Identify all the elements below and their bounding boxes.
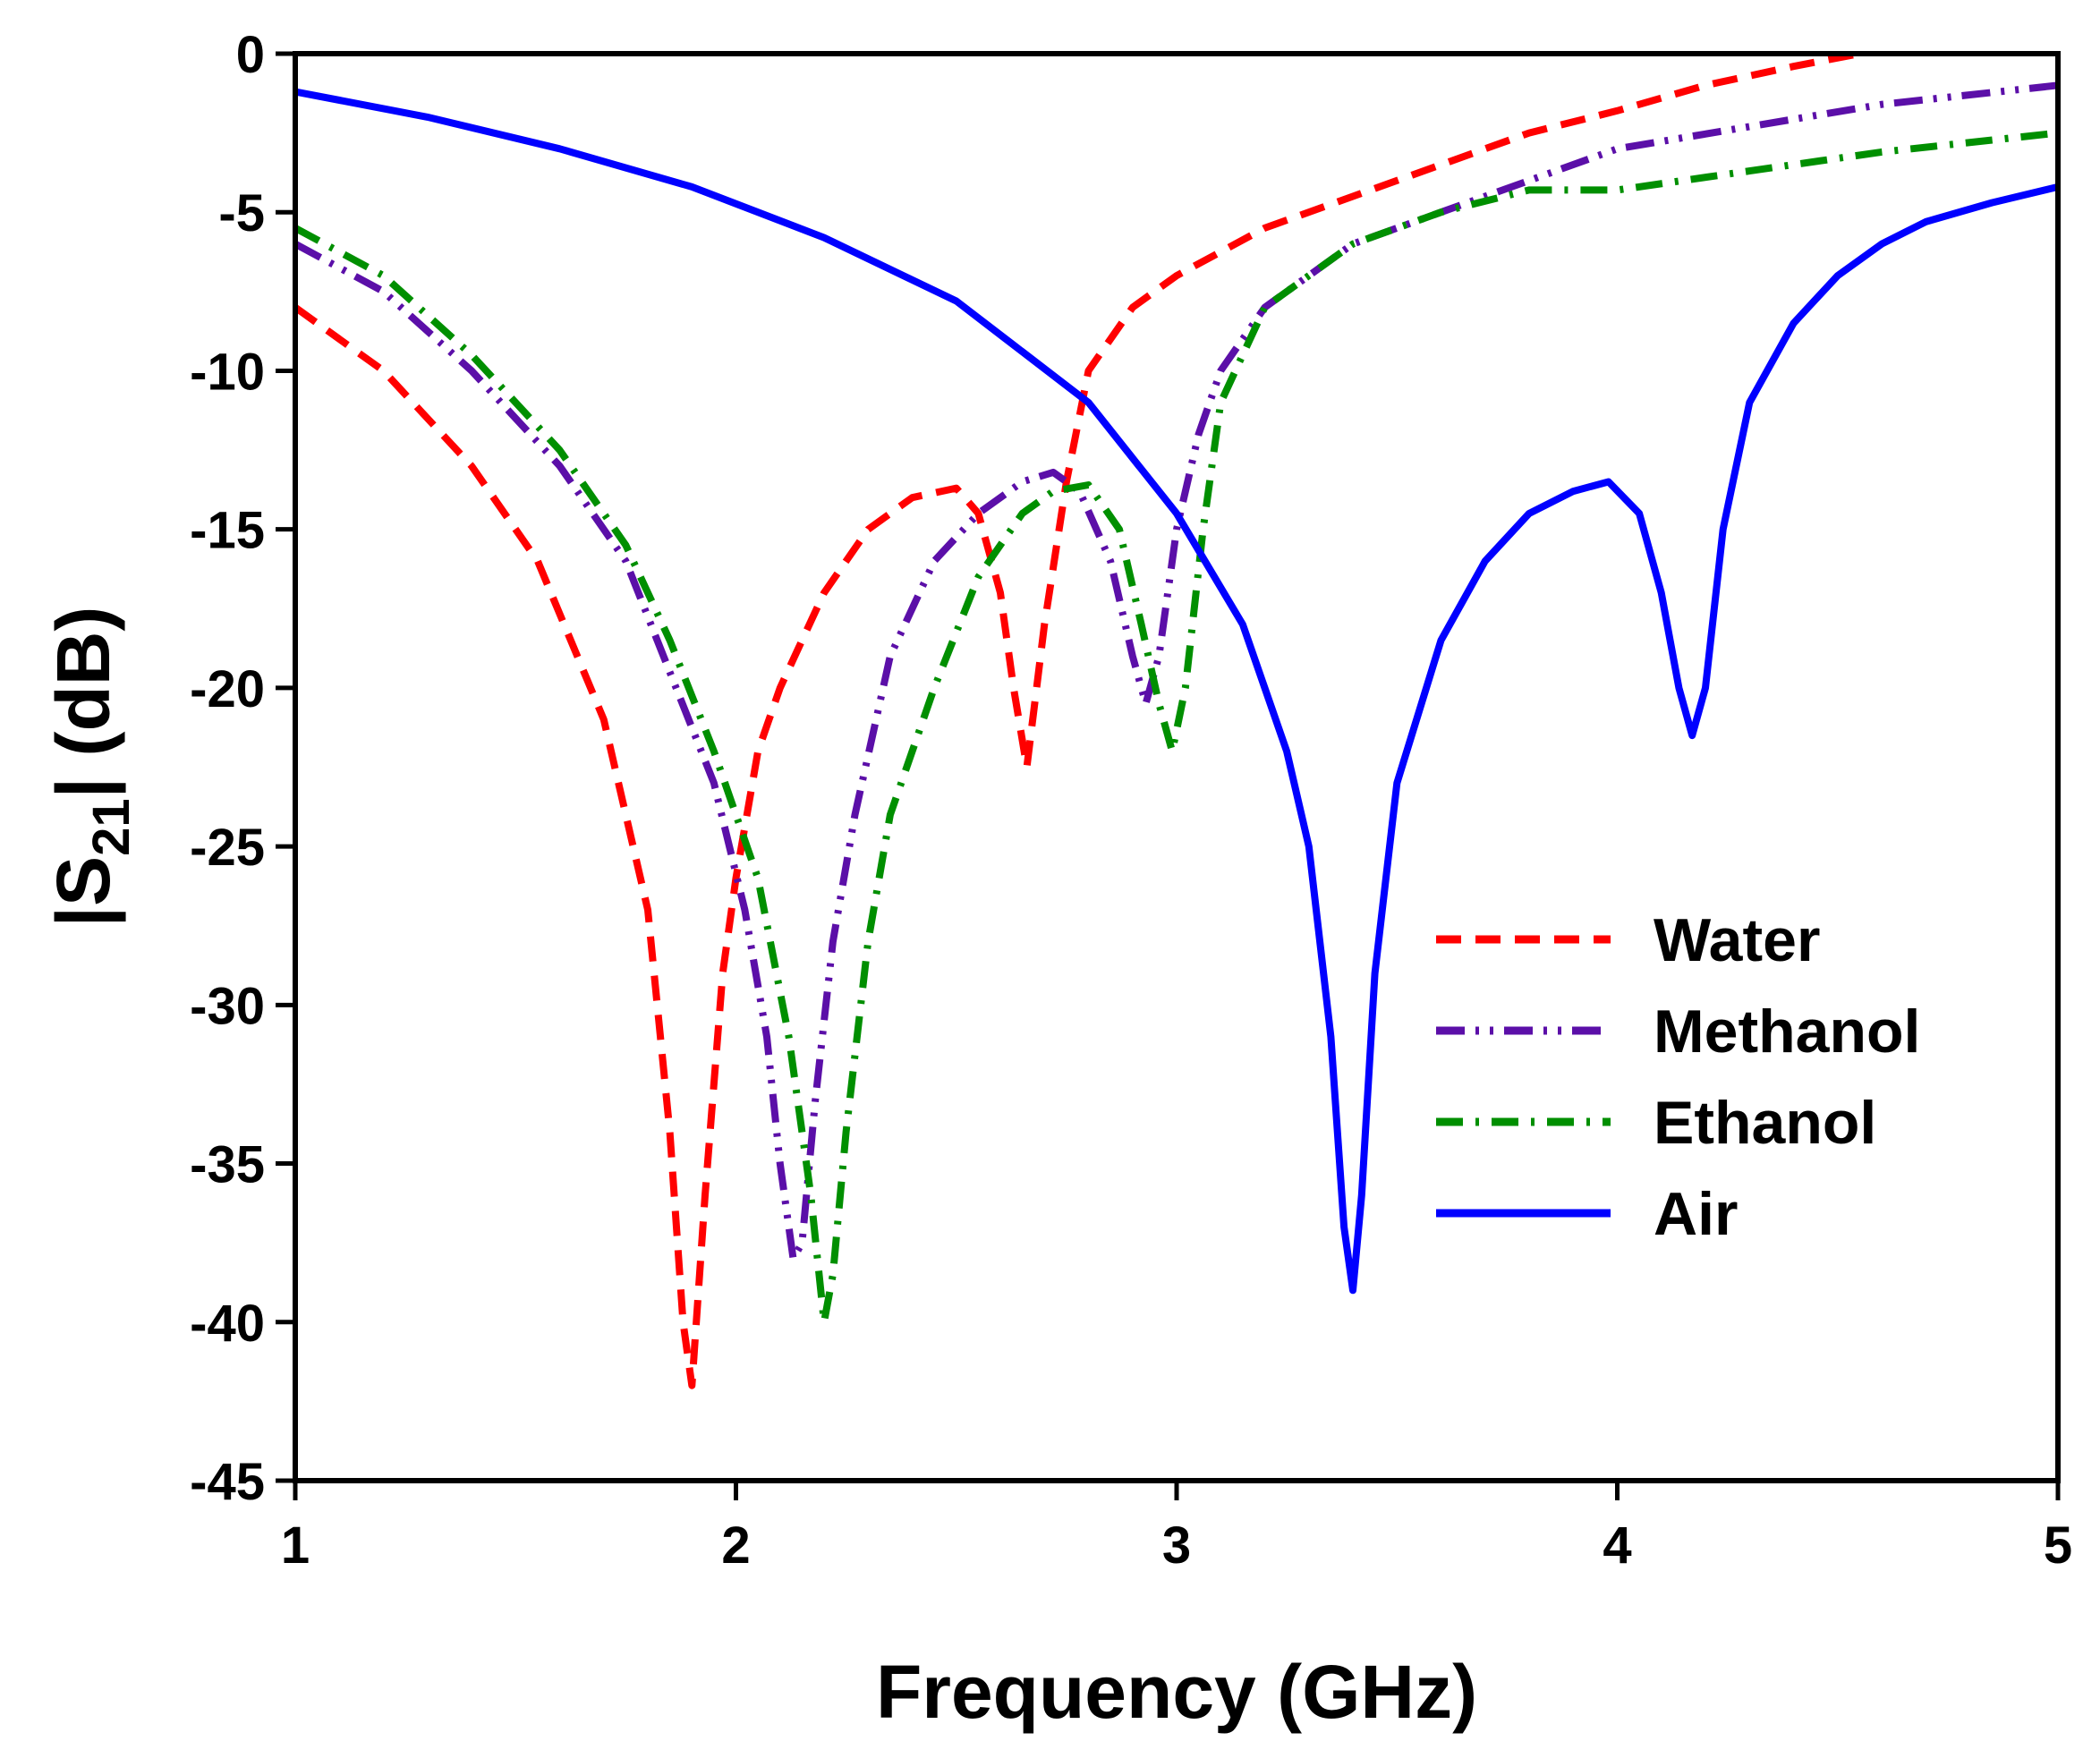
legend: Water Methanol Ethanol Air [1436,906,1920,1248]
x-axis-title: Frequency (GHz) [876,1650,1477,1734]
y-tick-label: -40 [190,1295,265,1353]
series-line-air [295,88,2058,1295]
y-axis-title-subscript: 21 [82,798,140,856]
plot-frame [293,51,2061,1483]
y-tick-label: -45 [190,1453,265,1511]
y-tick-label: -35 [190,1136,265,1194]
y-tick-label: -10 [190,343,265,401]
y-tick-label: -20 [190,660,265,718]
y-axis-title: |S21| (dB) [41,607,140,928]
series-layer [295,54,2058,1389]
y-tick-label: -5 [218,184,265,242]
y-tick-label: -25 [190,819,265,877]
x-axis-ticks: 1 2 3 4 5 [281,1481,2072,1575]
x-tick-label: 3 [1162,1516,1191,1575]
series-line-methanol [295,81,2058,1262]
y-axis-title-left: |S [41,856,126,928]
y-axis-title-right: | (dB) [41,607,126,799]
x-tick-label: 1 [281,1516,310,1575]
series-line-ethanol [295,129,2058,1326]
y-tick-label: -15 [190,502,265,560]
legend-label-ethanol: Ethanol [1654,1089,1876,1157]
legend-label-water: Water [1654,906,1820,974]
y-tick-label: 0 [236,26,265,84]
x-tick-label: 4 [1603,1516,1631,1575]
y-tick-label: -30 [190,977,265,1035]
x-tick-label: 2 [721,1516,750,1575]
y-axis-ticks: 0 -5 -10 -15 -20 -25 -30 -35 -40 -45 [190,26,295,1511]
series-line-water [295,54,1861,1389]
legend-label-air: Air [1654,1180,1738,1248]
legend-label-methanol: Methanol [1654,998,1920,1066]
x-tick-label: 5 [2044,1516,2072,1575]
